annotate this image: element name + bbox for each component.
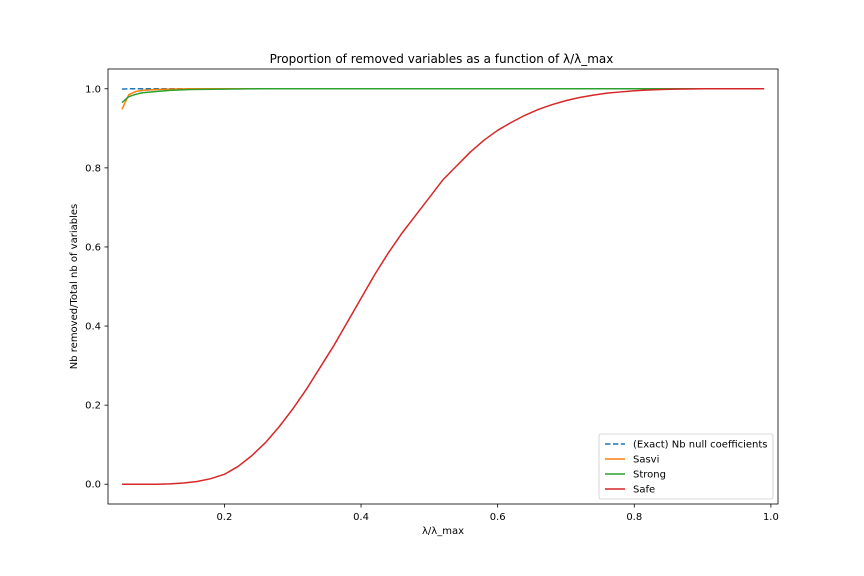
x-axis-label: λ/λ_max [422,526,464,537]
x-tick-label: 0.6 [490,512,506,523]
series-layer [121,88,765,485]
series-line-safe [121,88,765,485]
legend-box [598,433,774,500]
legend-label: Strong [633,470,666,481]
x-tick-label: 0.2 [216,512,232,523]
legend-label: (Exact) Nb null coefficients [633,440,768,451]
series-line-sasvi [121,88,765,110]
chart-title: Proportion of removed variables as a fun… [270,52,614,66]
y-tick-label: 0.6 [85,242,101,253]
y-tick-label: 1.0 [85,84,101,95]
y-axis-label: Nb removed/Total nb of variables [69,204,80,369]
y-tick-label: 0.2 [85,401,101,412]
y-axis: 0.0 0.2 0.4 0.6 0.8 1.0 [85,84,108,491]
legend-label: Safe [633,485,655,496]
plot-frame [107,68,779,505]
y-tick-label: 0.8 [85,163,101,174]
legend-label: Sasvi [633,455,659,466]
x-tick-label: 0.8 [626,512,642,523]
plot-area [107,68,779,505]
x-tick-label: 1.0 [763,512,779,523]
y-tick-label: 0.0 [85,480,101,491]
legend-items: (Exact) Nb null coefficients Sasvi Strong S… [605,440,768,496]
series-line-strong [121,88,765,104]
y-tick-label: 0.4 [85,322,101,333]
x-tick-label: 0.4 [353,512,369,523]
x-axis: 0.2 0.4 0.6 0.8 1.0 [216,504,779,523]
legend: (Exact) Nb null coefficients Sasvi Strong S… [598,433,774,500]
